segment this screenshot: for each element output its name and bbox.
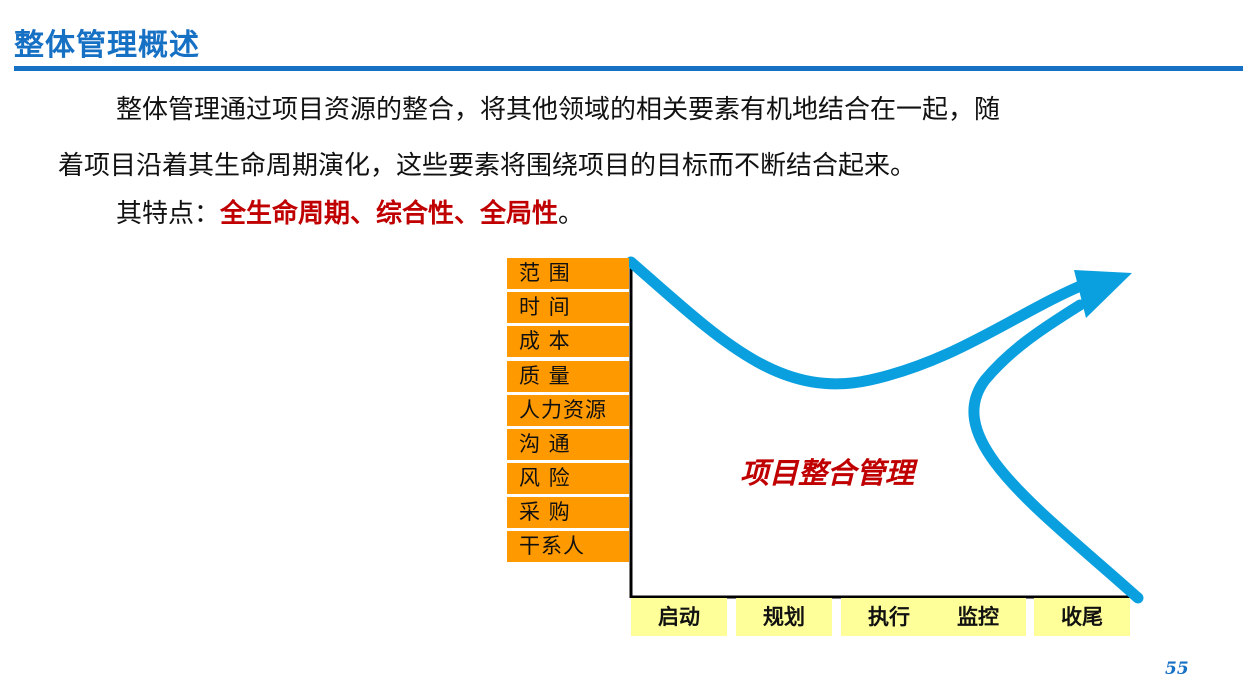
page-title: 整体管理概述 bbox=[14, 28, 200, 63]
intro-paragraph-line2: 着项目沿着其生命周期演化，这些要素将围绕项目的目标而不断结合起来。 bbox=[58, 151, 917, 181]
phase-executing: 执行 bbox=[841, 598, 937, 636]
area-time: 时 间 bbox=[507, 292, 629, 323]
intro-text-1: 整体管理通过项目资源的整合，将其他领域的相关要素有机地结合在一起，随 bbox=[116, 95, 1001, 125]
page-number: 55 bbox=[1165, 659, 1189, 679]
area-cost: 成 本 bbox=[507, 326, 629, 357]
features-prefix: 其特点： bbox=[116, 199, 221, 229]
features-highlight: 全生命周期、综合性、全局性 bbox=[220, 199, 559, 229]
area-procurement: 采 购 bbox=[507, 497, 629, 528]
features-line: 其特点：全生命周期、综合性、全局性。 bbox=[58, 199, 1208, 229]
phase-monitoring: 监控 bbox=[930, 598, 1026, 636]
main-integration-curve bbox=[625, 256, 1096, 390]
area-stakeholders: 干系人 bbox=[507, 531, 629, 562]
area-communication: 沟 通 bbox=[507, 429, 629, 460]
phase-closing: 收尾 bbox=[1034, 598, 1130, 636]
area-scope: 范 围 bbox=[507, 258, 629, 289]
intro-paragraph-line1: 整体管理通过项目资源的整合，将其他领域的相关要素有机地结合在一起，随 bbox=[58, 95, 1208, 125]
phase-planning: 规划 bbox=[736, 598, 832, 636]
area-risk: 风 险 bbox=[507, 463, 629, 494]
features-suffix: 。 bbox=[558, 199, 585, 229]
area-human-resources: 人力资源 bbox=[507, 395, 629, 426]
phase-initiating: 启动 bbox=[631, 598, 727, 636]
center-label: 项目整合管理 bbox=[740, 456, 915, 490]
return-integration-curve bbox=[968, 299, 1144, 604]
arrow-head-icon bbox=[1074, 270, 1132, 318]
area-quality: 质 量 bbox=[507, 361, 629, 392]
title-underline bbox=[14, 66, 1243, 71]
